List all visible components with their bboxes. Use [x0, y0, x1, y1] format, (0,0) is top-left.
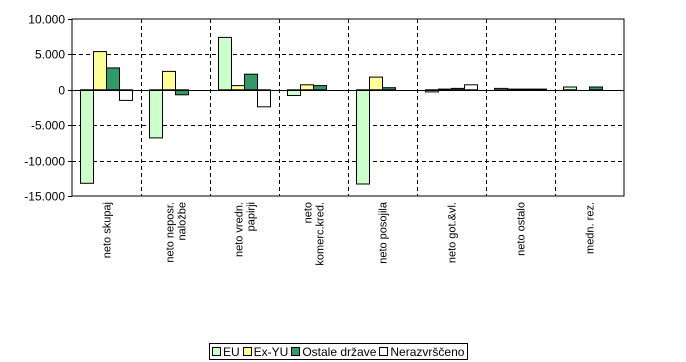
- y-tick-label: 10.000: [28, 13, 65, 27]
- bar: [149, 89, 163, 139]
- bar: [119, 89, 133, 101]
- bar: [369, 76, 383, 91]
- category-label: neto ostalo: [516, 202, 528, 256]
- bar: [494, 87, 508, 91]
- bar: [80, 89, 94, 184]
- y-tick-label: -5.000: [31, 119, 65, 133]
- bar: [313, 85, 327, 91]
- bar: [162, 70, 176, 91]
- category-label: neto skupaj: [102, 202, 114, 258]
- legend-item: EU: [212, 345, 240, 359]
- y-tick-label: 0: [58, 84, 65, 98]
- legend-item: Ex-YU: [242, 344, 289, 359]
- category-label: medn. rez.: [585, 202, 597, 254]
- bar: [93, 51, 107, 91]
- legend: EU Ex-YU Ostale države Nerazvrščeno: [209, 343, 469, 360]
- bar: [106, 67, 120, 91]
- legend-label: EU: [223, 344, 240, 359]
- bar: [382, 87, 396, 91]
- category-label: neto: [303, 202, 315, 223]
- labels: 10.000 5.000 0 -5.000 -10.000 -15.000 neto sku…: [24, 13, 596, 266]
- bar: [563, 86, 577, 91]
- category-label: neto got.&vl.: [447, 202, 459, 263]
- y-tick-label: 5.000: [35, 48, 65, 62]
- category-label: papirji: [246, 202, 258, 231]
- bar: [520, 88, 534, 91]
- category-label: neto vredn.: [234, 202, 246, 257]
- grid-lines: [72, 19, 624, 196]
- category-label: neto neposr.: [165, 202, 177, 263]
- bar: [300, 84, 314, 91]
- y-tick-label: -15.000: [24, 190, 65, 204]
- axes: [68, 18, 625, 197]
- legend-item: Ostale države: [291, 345, 376, 359]
- category-label: komerc.kred.: [315, 202, 327, 266]
- category-label: neto posojila: [378, 201, 390, 264]
- plot-area-border: [71, 18, 625, 197]
- bars: [80, 36, 603, 185]
- legend-swatch: [242, 347, 252, 356]
- category-label: naložbe: [177, 202, 189, 241]
- legend-swatch: [212, 347, 221, 356]
- y-tick-label: -10.000: [24, 155, 65, 169]
- bar: [533, 88, 547, 91]
- legend-label: Nerazvrščeno: [390, 344, 465, 359]
- bar: [589, 86, 603, 91]
- bar: [507, 88, 521, 91]
- bar: [356, 89, 370, 185]
- bar: [244, 73, 258, 91]
- bar: [451, 87, 465, 91]
- legend-label: Ostale države: [302, 344, 377, 359]
- legend-swatch: [379, 347, 389, 356]
- bar: [257, 89, 271, 108]
- bar: [218, 36, 232, 91]
- legend-label: Ex-YU: [253, 344, 289, 359]
- bar: [231, 85, 245, 91]
- bar: [464, 84, 478, 91]
- bar: [438, 88, 452, 91]
- legend-swatch: [291, 347, 301, 356]
- bar: [287, 89, 301, 97]
- legend-item: Nerazvrščeno: [379, 345, 464, 359]
- bar: [175, 89, 189, 96]
